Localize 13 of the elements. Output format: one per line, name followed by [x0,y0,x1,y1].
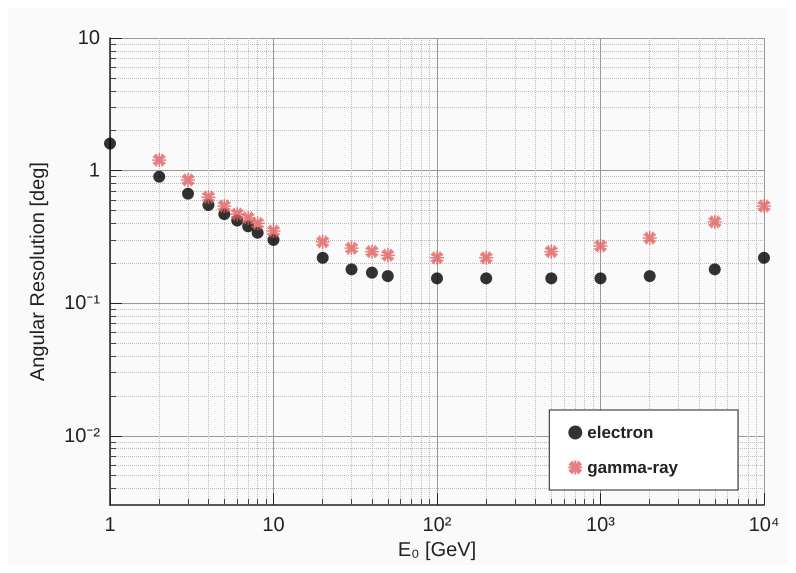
x-axis-title: E₀ [GeV] [398,539,476,561]
legend-label: gamma-ray [587,458,679,477]
x-tick-label: 10⁴ [748,514,780,536]
x-tick-label: 10³ [586,514,616,536]
y-tick-label: 10⁻² [64,424,100,447]
x-tick-label: 1 [104,514,116,536]
y-tick-label: 1 [88,160,100,182]
x-tick-label: 10 [262,514,285,536]
y-tick-label: 10 [78,27,100,49]
legend-label: electron [587,423,654,442]
y-tick-label: 10⁻¹ [64,292,100,314]
y-axis-title: Angular Resolution [deg] [27,162,49,382]
x-tick-label: 10² [422,514,452,536]
